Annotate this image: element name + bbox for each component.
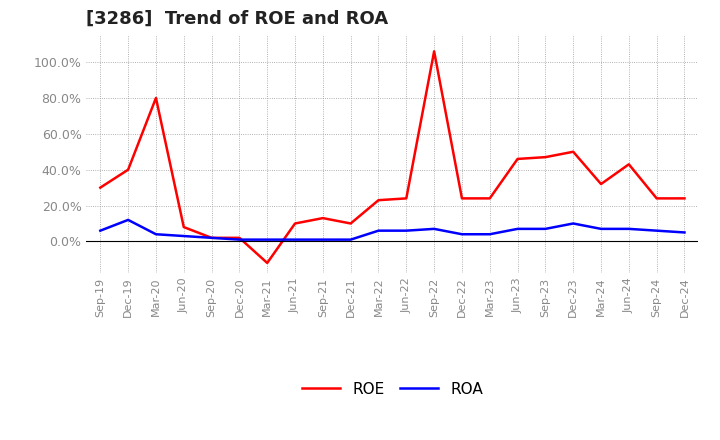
- ROA: [124, 217, 132, 223]
- ROA: [597, 226, 606, 231]
- ROE: [124, 167, 132, 172]
- ROE: [207, 235, 216, 241]
- ROA: [374, 228, 383, 233]
- ROA: [680, 230, 689, 235]
- ROE: [458, 196, 467, 201]
- ROE: [96, 185, 104, 190]
- ROA: [152, 231, 161, 237]
- ROA: [96, 228, 104, 233]
- Line: ROA: ROA: [100, 220, 685, 240]
- ROA: [402, 228, 410, 233]
- ROE: [513, 156, 522, 161]
- ROE: [152, 95, 161, 101]
- ROE: [597, 181, 606, 187]
- ROE: [485, 196, 494, 201]
- ROA: [179, 233, 188, 238]
- ROE: [179, 224, 188, 230]
- ROA: [485, 231, 494, 237]
- ROE: [541, 154, 550, 160]
- ROA: [513, 226, 522, 231]
- ROA: [291, 237, 300, 242]
- ROA: [541, 226, 550, 231]
- Legend: ROE, ROA: ROE, ROA: [296, 376, 489, 403]
- ROE: [652, 196, 661, 201]
- ROE: [624, 161, 633, 167]
- ROE: [235, 235, 243, 241]
- ROE: [430, 49, 438, 54]
- ROE: [569, 149, 577, 154]
- ROA: [235, 237, 243, 242]
- Line: ROE: ROE: [100, 51, 685, 263]
- ROA: [458, 231, 467, 237]
- ROE: [402, 196, 410, 201]
- ROA: [569, 221, 577, 226]
- ROE: [318, 216, 327, 221]
- Text: [3286]  Trend of ROE and ROA: [3286] Trend of ROE and ROA: [86, 10, 389, 28]
- ROE: [374, 198, 383, 203]
- ROA: [624, 226, 633, 231]
- ROA: [318, 237, 327, 242]
- ROA: [346, 237, 355, 242]
- ROA: [430, 226, 438, 231]
- ROA: [207, 235, 216, 241]
- ROE: [291, 221, 300, 226]
- ROE: [346, 221, 355, 226]
- ROA: [263, 237, 271, 242]
- ROE: [263, 260, 271, 266]
- ROA: [652, 228, 661, 233]
- ROE: [680, 196, 689, 201]
